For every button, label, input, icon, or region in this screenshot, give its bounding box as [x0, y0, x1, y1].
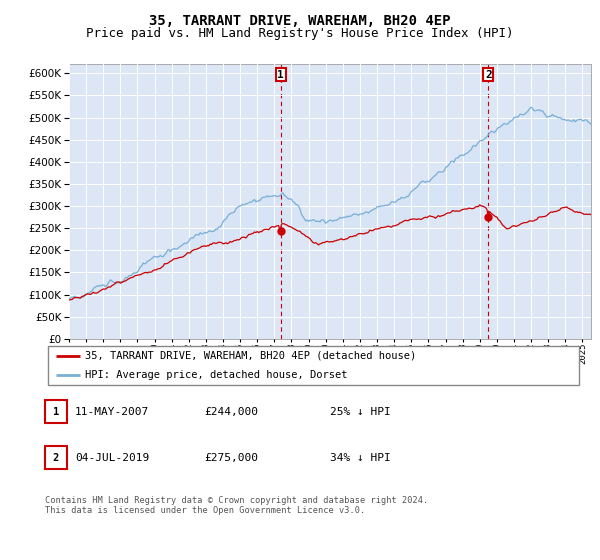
Text: 2: 2 — [53, 452, 59, 463]
Text: £275,000: £275,000 — [204, 452, 258, 463]
Text: 35, TARRANT DRIVE, WAREHAM, BH20 4EP: 35, TARRANT DRIVE, WAREHAM, BH20 4EP — [149, 14, 451, 28]
Text: HPI: Average price, detached house, Dorset: HPI: Average price, detached house, Dors… — [85, 370, 348, 380]
Point — [484, 213, 493, 222]
Text: Price paid vs. HM Land Registry's House Price Index (HPI): Price paid vs. HM Land Registry's House … — [86, 27, 514, 40]
Point — [276, 226, 286, 235]
Text: 2: 2 — [485, 69, 491, 80]
Text: 34% ↓ HPI: 34% ↓ HPI — [330, 452, 391, 463]
Text: 1: 1 — [277, 69, 284, 80]
Text: 25% ↓ HPI: 25% ↓ HPI — [330, 407, 391, 417]
Text: 1: 1 — [53, 407, 59, 417]
Text: £244,000: £244,000 — [204, 407, 258, 417]
Text: 11-MAY-2007: 11-MAY-2007 — [75, 407, 149, 417]
Text: Contains HM Land Registry data © Crown copyright and database right 2024.
This d: Contains HM Land Registry data © Crown c… — [45, 496, 428, 515]
FancyBboxPatch shape — [47, 346, 580, 385]
Text: 04-JUL-2019: 04-JUL-2019 — [75, 452, 149, 463]
Text: 35, TARRANT DRIVE, WAREHAM, BH20 4EP (detached house): 35, TARRANT DRIVE, WAREHAM, BH20 4EP (de… — [85, 351, 416, 361]
